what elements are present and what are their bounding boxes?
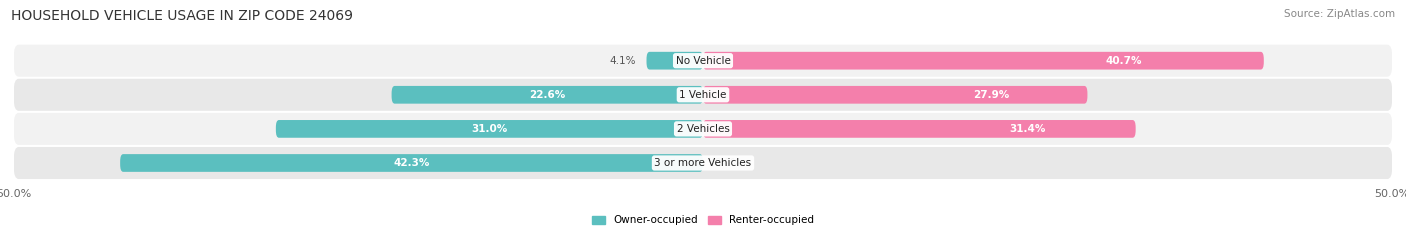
- FancyBboxPatch shape: [14, 79, 1392, 111]
- FancyBboxPatch shape: [276, 120, 703, 138]
- Text: 1 Vehicle: 1 Vehicle: [679, 90, 727, 100]
- Text: 42.3%: 42.3%: [394, 158, 430, 168]
- FancyBboxPatch shape: [703, 52, 1264, 70]
- FancyBboxPatch shape: [703, 120, 1136, 138]
- FancyBboxPatch shape: [392, 86, 703, 104]
- Text: 4.1%: 4.1%: [609, 56, 636, 66]
- Text: 40.7%: 40.7%: [1105, 56, 1142, 66]
- FancyBboxPatch shape: [703, 86, 1087, 104]
- FancyBboxPatch shape: [647, 52, 703, 70]
- Text: Source: ZipAtlas.com: Source: ZipAtlas.com: [1284, 9, 1395, 19]
- Text: 22.6%: 22.6%: [529, 90, 565, 100]
- Text: HOUSEHOLD VEHICLE USAGE IN ZIP CODE 24069: HOUSEHOLD VEHICLE USAGE IN ZIP CODE 2406…: [11, 9, 353, 23]
- FancyBboxPatch shape: [14, 45, 1392, 77]
- Text: 3 or more Vehicles: 3 or more Vehicles: [654, 158, 752, 168]
- Text: 2 Vehicles: 2 Vehicles: [676, 124, 730, 134]
- Text: 27.9%: 27.9%: [973, 90, 1010, 100]
- Text: 31.4%: 31.4%: [1010, 124, 1046, 134]
- Text: No Vehicle: No Vehicle: [675, 56, 731, 66]
- FancyBboxPatch shape: [120, 154, 703, 172]
- FancyBboxPatch shape: [14, 113, 1392, 145]
- Legend: Owner-occupied, Renter-occupied: Owner-occupied, Renter-occupied: [588, 211, 818, 230]
- FancyBboxPatch shape: [14, 147, 1392, 179]
- Text: 31.0%: 31.0%: [471, 124, 508, 134]
- Text: 0.0%: 0.0%: [714, 158, 741, 168]
